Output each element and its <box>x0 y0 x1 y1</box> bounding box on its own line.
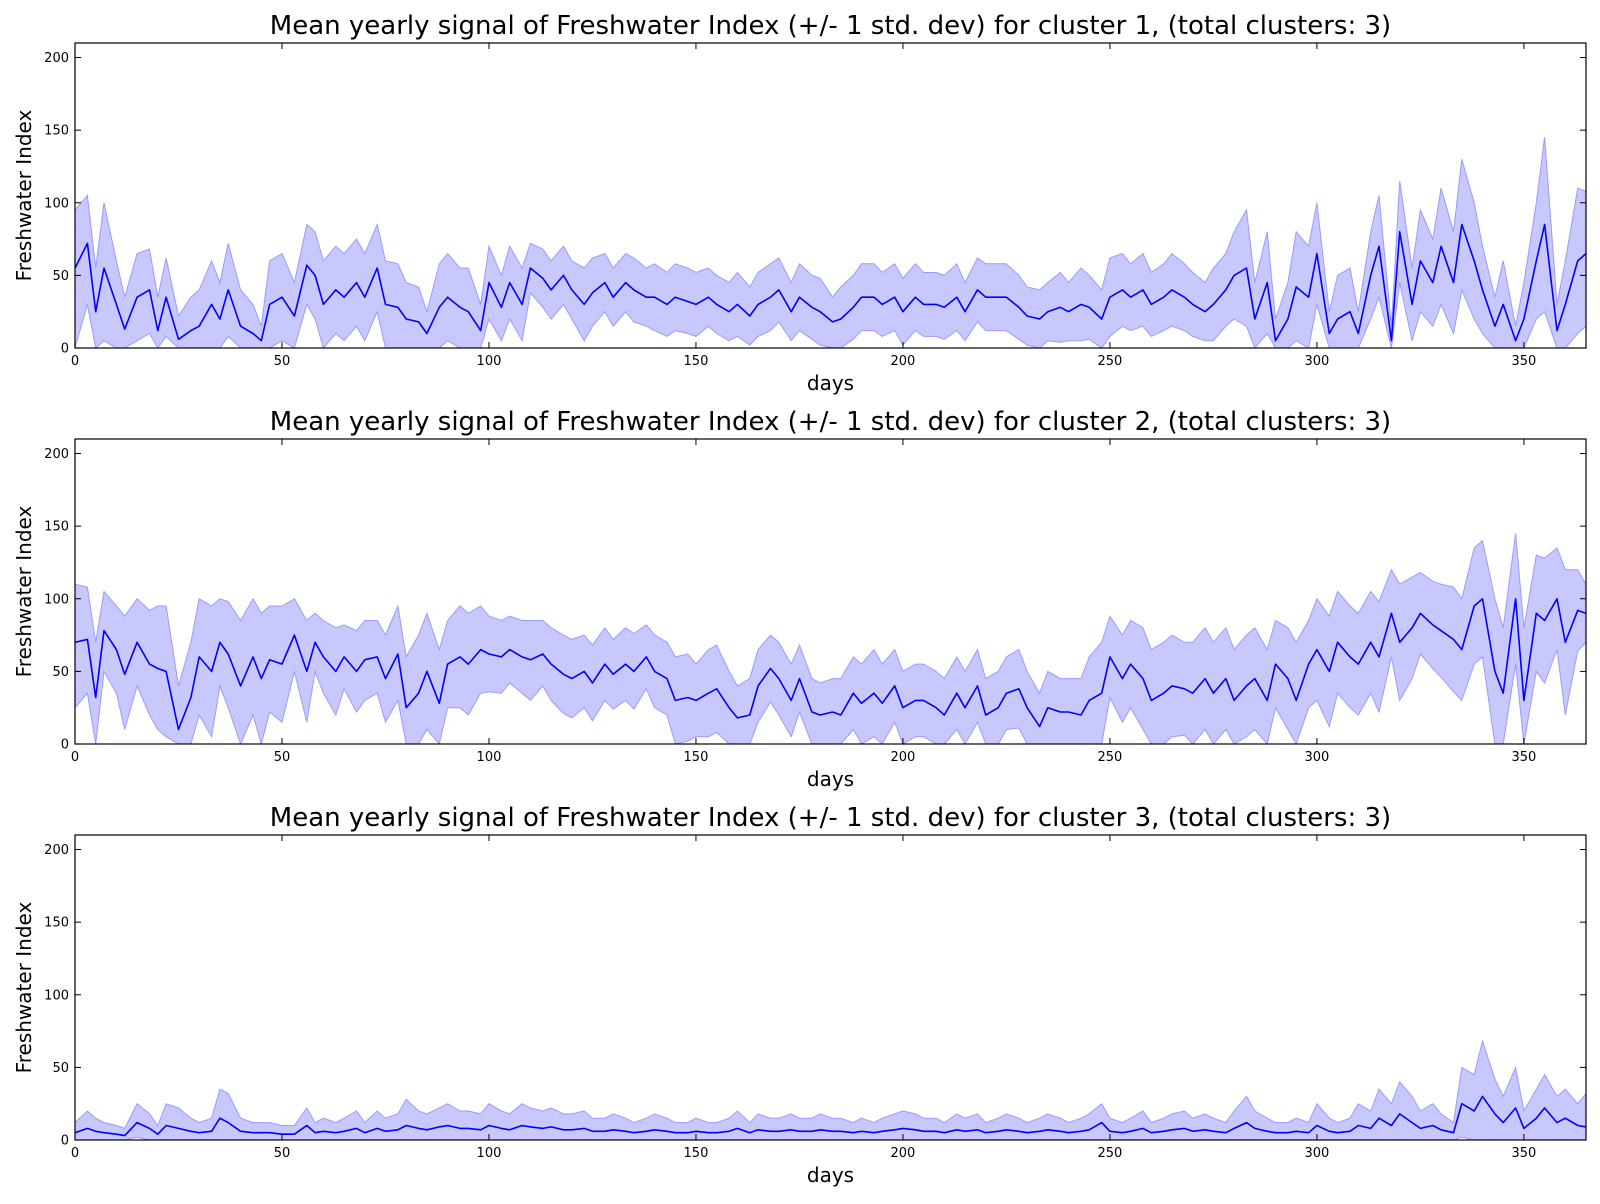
x-tick-label: 350 <box>1511 750 1536 765</box>
axes-frame <box>74 834 1587 1141</box>
x-tick-label: 50 <box>274 354 291 369</box>
x-tick-label: 100 <box>477 1146 502 1161</box>
x-tick-label: 250 <box>1098 1146 1123 1161</box>
x-axis-label: days <box>807 371 854 395</box>
x-tick-label: 50 <box>274 1146 291 1161</box>
chart-title: Mean yearly signal of Freshwater Index (… <box>270 11 1391 41</box>
std-dev-band <box>75 137 1586 348</box>
y-tick-label: 200 <box>44 447 69 462</box>
axes-frame <box>74 42 1587 349</box>
x-tick-label: 0 <box>71 1146 79 1161</box>
x-tick-label: 0 <box>71 354 79 369</box>
x-axis-label: days <box>807 767 854 791</box>
x-tick-label: 250 <box>1098 750 1123 765</box>
y-tick-label: 50 <box>52 1061 69 1076</box>
mean-line <box>75 597 1586 731</box>
y-tick-label: 150 <box>44 520 69 535</box>
x-tick-label: 250 <box>1098 354 1123 369</box>
x-tick-label: 50 <box>274 750 291 765</box>
chart-title: Mean yearly signal of Freshwater Index (… <box>270 803 1391 833</box>
y-tick-label: 100 <box>44 988 69 1003</box>
y-tick-label: 50 <box>52 665 69 680</box>
chart-title: Mean yearly signal of Freshwater Index (… <box>270 407 1391 437</box>
y-tick-label: 200 <box>44 51 69 66</box>
y-tick-label: 0 <box>61 1134 69 1149</box>
y-axis-label: Freshwater Index <box>12 506 36 678</box>
std-dev-band <box>75 533 1586 744</box>
x-tick-label: 100 <box>477 354 502 369</box>
y-axis-label: Freshwater Index <box>12 110 36 282</box>
x-tick-label: 200 <box>891 354 916 369</box>
x-tick-label: 350 <box>1511 1146 1536 1161</box>
x-tick-label: 0 <box>71 750 79 765</box>
plot-area <box>75 137 1586 348</box>
chart-panel-3: 0 50 100 150 200 250 300 350 0 50 100 150 200 Mean ye… <box>12 803 1587 1187</box>
x-tick-label: 150 <box>684 750 709 765</box>
x-tick-label: 300 <box>1305 354 1330 369</box>
x-tick-label: 100 <box>477 750 502 765</box>
x-tick-label: 150 <box>684 1146 709 1161</box>
y-tick-label: 100 <box>44 196 69 211</box>
x-tick-label: 300 <box>1305 1146 1330 1161</box>
x-tick-label: 150 <box>684 354 709 369</box>
plot-area <box>75 1039 1586 1140</box>
mean-line <box>75 223 1586 342</box>
x-tick-label: 200 <box>891 1146 916 1161</box>
y-axis-label: Freshwater Index <box>12 902 36 1074</box>
x-axis-label: days <box>807 1163 854 1187</box>
y-tick-label: 200 <box>44 843 69 858</box>
y-tick-label: 150 <box>44 916 69 931</box>
y-tick-label: 0 <box>61 738 69 753</box>
y-tick-label: 0 <box>61 342 69 357</box>
std-dev-band <box>75 1039 1586 1140</box>
y-tick-label: 50 <box>52 269 69 284</box>
x-tick-label: 200 <box>891 750 916 765</box>
axes-frame <box>74 438 1587 745</box>
chart-panel-1: 0 50 100 150 200 250 300 350 0 50 100 150 200 Mean ye… <box>12 11 1587 395</box>
mean-line <box>75 1095 1586 1137</box>
plot-area <box>75 533 1586 744</box>
y-tick-label: 100 <box>44 592 69 607</box>
x-tick-label: 300 <box>1305 750 1330 765</box>
y-tick-label: 150 <box>44 124 69 139</box>
x-tick-label: 350 <box>1511 354 1536 369</box>
chart-panel-2: 0 50 100 150 200 250 300 350 0 50 100 150 200 Mean ye… <box>12 407 1587 791</box>
